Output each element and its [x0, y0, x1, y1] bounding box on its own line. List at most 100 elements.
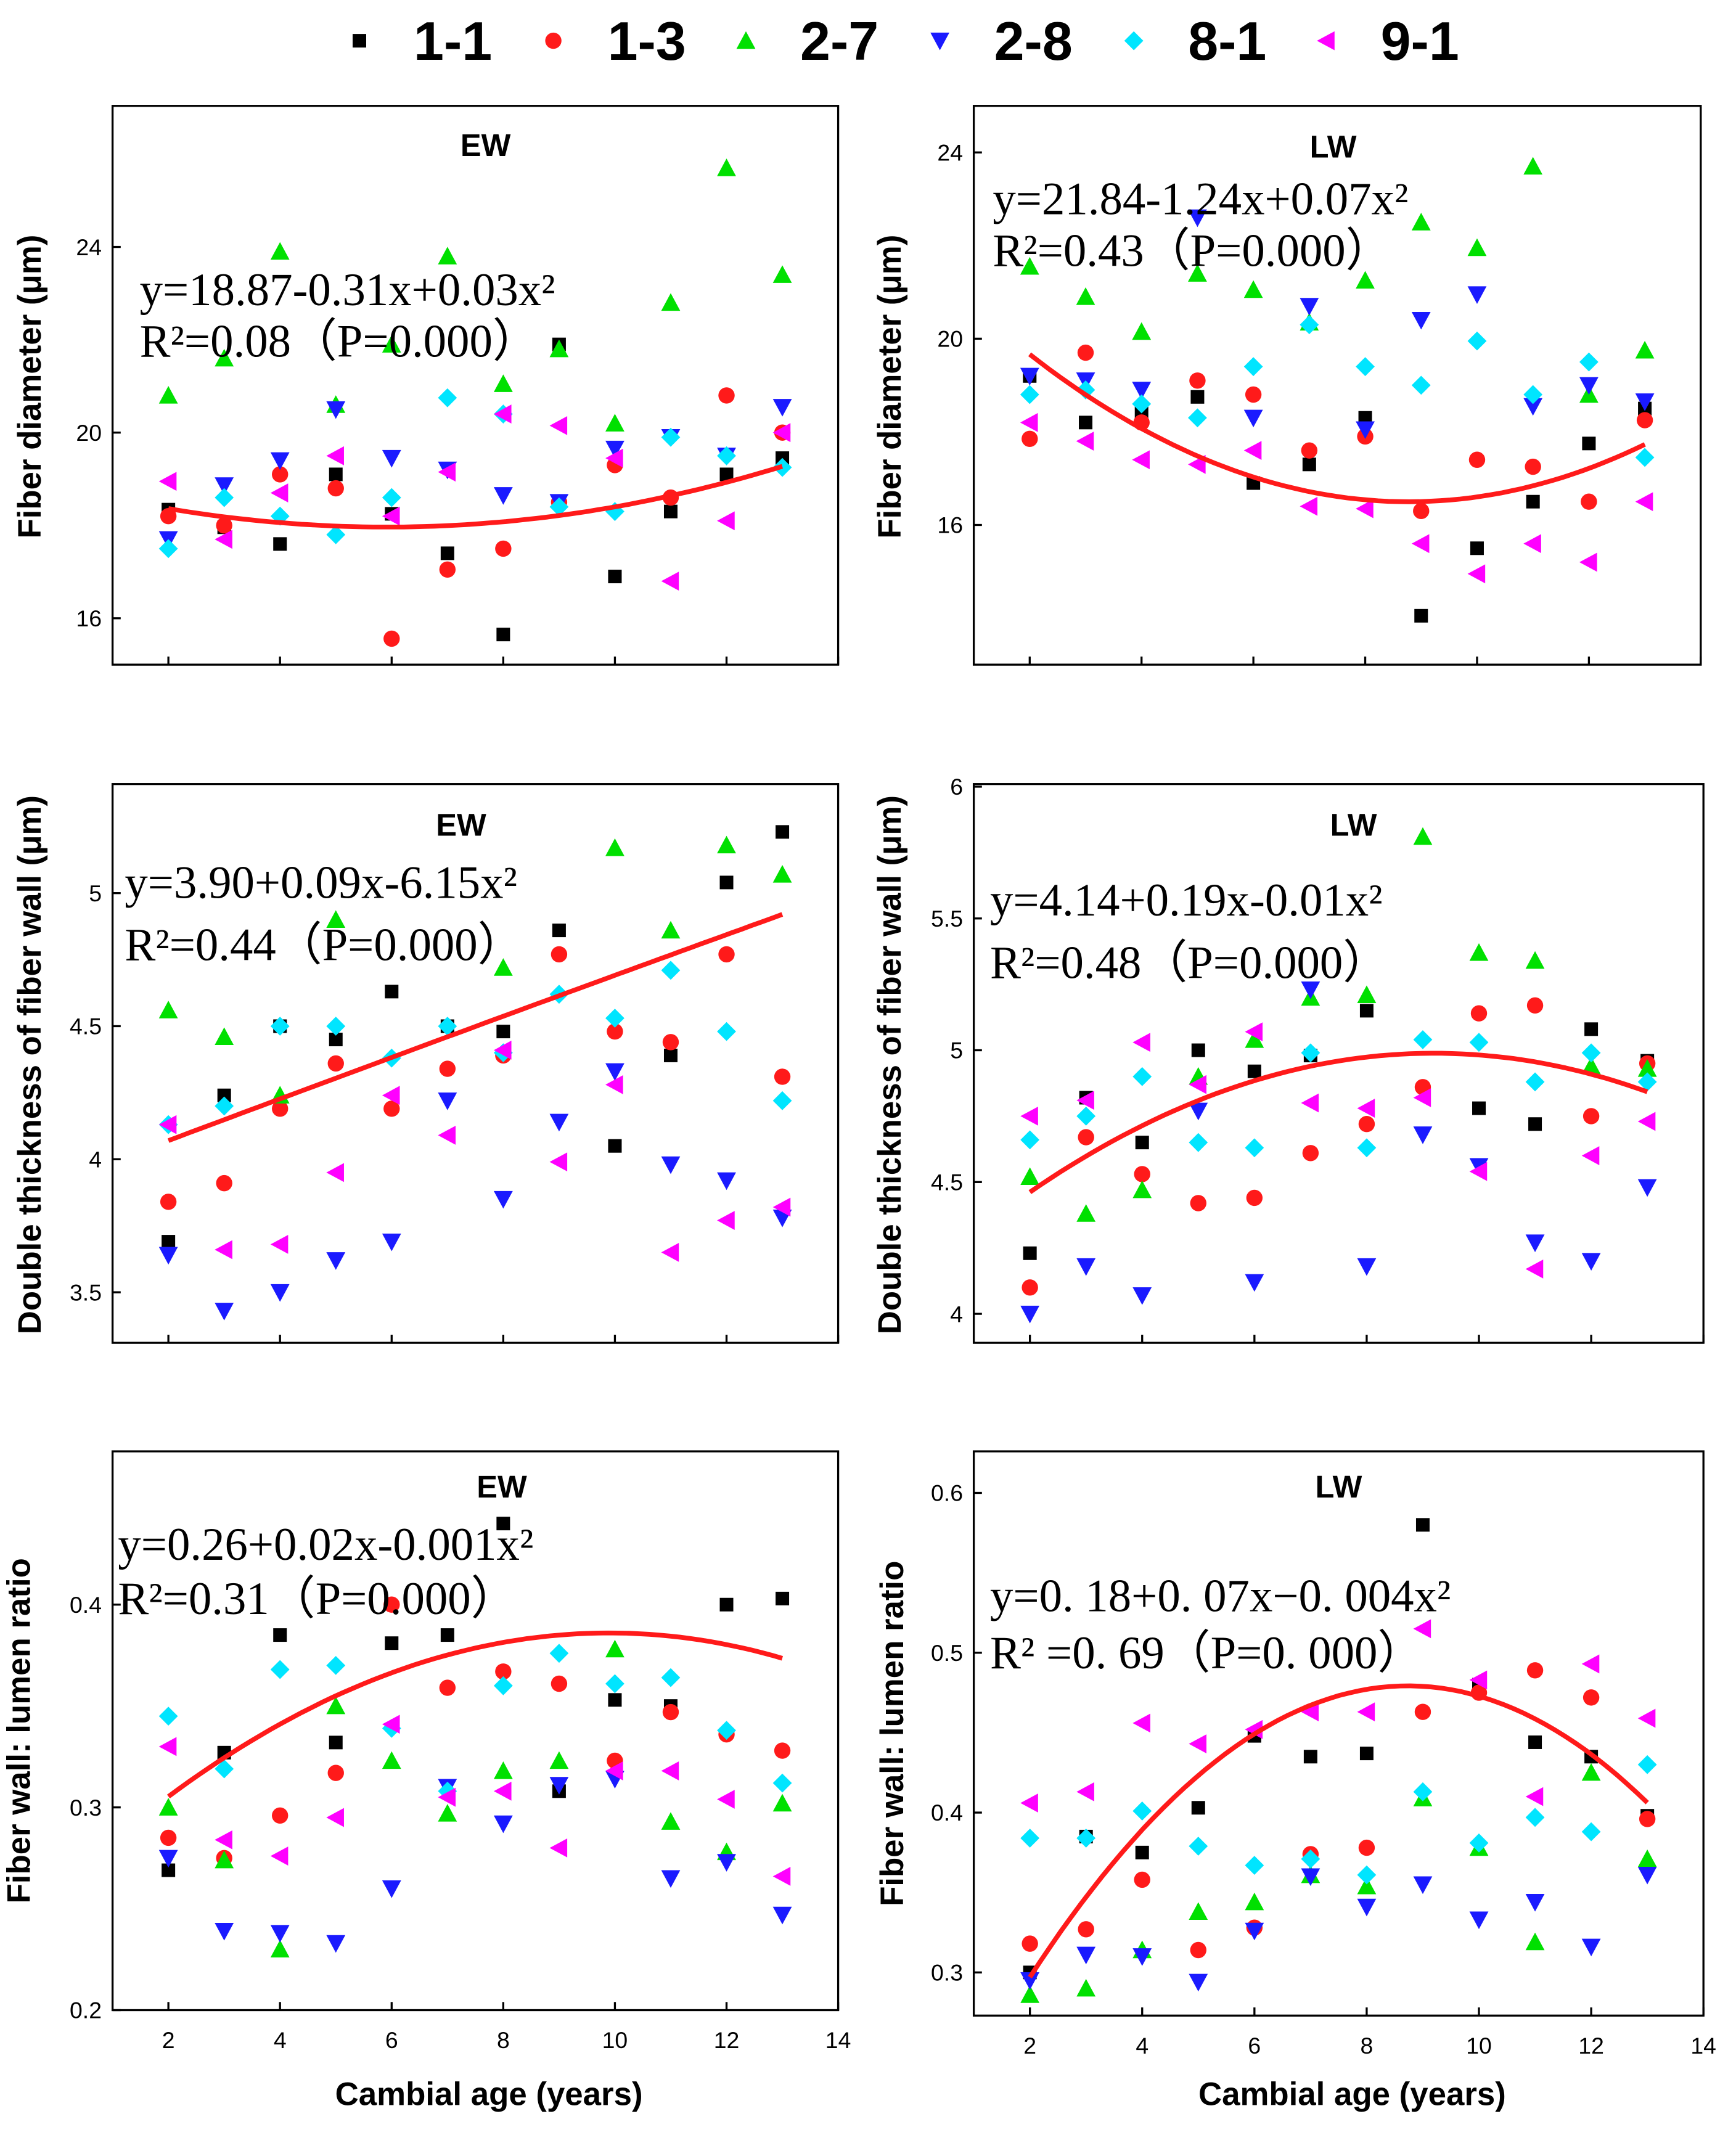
data-point [1076, 432, 1094, 451]
data-point [1413, 1876, 1433, 1895]
data-point [438, 1804, 457, 1822]
data-point [215, 1923, 234, 1941]
data-point [1132, 450, 1150, 470]
data-point [1525, 951, 1545, 969]
legend-marker-2-8 [930, 32, 949, 51]
data-point [549, 1644, 569, 1663]
data-point [1245, 386, 1262, 403]
data-point [549, 1751, 569, 1769]
data-point [1189, 1973, 1208, 1992]
fit-equation: y=3.90+0.09x-6.15x² [125, 858, 517, 909]
data-point [1635, 492, 1653, 512]
fit-r2: R²=0.48（P=0.000） [990, 937, 1389, 988]
data-point [1301, 1868, 1320, 1887]
data-point [1470, 1005, 1488, 1022]
data-point [1581, 1654, 1600, 1674]
data-point [438, 1126, 456, 1145]
y-tick-label: 6 [950, 774, 963, 800]
data-point [1191, 1801, 1205, 1815]
y-tick-label: 0.4 [931, 1800, 963, 1826]
data-point [327, 480, 344, 497]
data-point [1190, 1195, 1206, 1211]
plot-frame [111, 783, 840, 1344]
data-point [1076, 1782, 1094, 1801]
data-point [1132, 1713, 1150, 1733]
y-tick-label: 16 [76, 605, 102, 631]
data-point [1191, 1043, 1205, 1057]
data-point [1523, 157, 1543, 175]
data-point [717, 1854, 736, 1872]
data-point [326, 401, 346, 419]
data-point [329, 1735, 343, 1750]
data-point [549, 497, 569, 517]
legend-marker-8-1 [1124, 31, 1144, 51]
data-point [1076, 1204, 1096, 1222]
data-point [1020, 1305, 1040, 1324]
series-2-7 [1020, 827, 1657, 1222]
y-tick-label: 0.2 [70, 1998, 102, 2023]
data-point [1525, 1787, 1544, 1806]
data-point [326, 1935, 346, 1953]
fit-r2: R² =0. 69（P=0. 000） [990, 1628, 1423, 1679]
data-point [549, 1838, 568, 1858]
data-point [1020, 1107, 1038, 1126]
data-point [158, 1707, 178, 1726]
data-point [605, 414, 624, 432]
y-tick-label: 0.3 [931, 1959, 963, 1985]
data-point [1076, 1978, 1096, 1997]
y-axis-label: Fiber wall: lumen ratio [1, 1558, 37, 1903]
panel-6: 0.3 0.4 0.5 0.6 2 4 6 8 10 12 14 Fiber wall: lumen … [874, 1450, 1716, 2113]
data-point [273, 1628, 287, 1642]
data-point [270, 452, 290, 470]
data-point [1243, 409, 1263, 428]
data-point [216, 1174, 232, 1192]
data-point [496, 1517, 510, 1531]
data-point [1581, 1043, 1601, 1063]
data-point [1357, 985, 1377, 1003]
data-point [1581, 1253, 1601, 1271]
data-point [382, 506, 400, 526]
series-9-1 [158, 1715, 791, 1886]
x-tick-label: 2 [162, 2027, 175, 2053]
data-point [495, 540, 512, 557]
data-point [1526, 1662, 1544, 1679]
data-point [326, 1696, 346, 1715]
data-point [439, 561, 456, 578]
data-point [717, 511, 735, 531]
data-point [1467, 238, 1487, 256]
data-point [662, 1703, 679, 1721]
y-tick-label: 5.5 [931, 906, 963, 932]
fit-r2: R²=0.44（P=0.000） [125, 920, 523, 971]
legend-label: 2-7 [800, 10, 878, 72]
series-9-1 [1020, 412, 1653, 584]
data-point [1132, 1948, 1152, 1966]
data-point [1414, 609, 1428, 623]
data-point [270, 483, 289, 502]
data-point [661, 961, 681, 980]
data-point [718, 946, 735, 963]
series-2-8 [158, 1063, 792, 1321]
data-point [1637, 1849, 1657, 1867]
data-point [385, 1636, 399, 1650]
data-point [438, 1017, 457, 1036]
data-point [162, 1863, 176, 1877]
data-point [382, 1715, 400, 1734]
data-point [493, 958, 513, 976]
data-point [1300, 496, 1318, 516]
data-point [1301, 1849, 1320, 1869]
data-point [1357, 1258, 1377, 1276]
data-point [326, 1017, 346, 1036]
data-point [1020, 1985, 1040, 2003]
data-point [772, 1197, 791, 1217]
data-point [1301, 1093, 1319, 1113]
data-point [1469, 1670, 1488, 1690]
data-point [1022, 1935, 1038, 1952]
data-point [1525, 1234, 1545, 1253]
series-8-1 [1020, 1030, 1657, 1158]
data-point [605, 1075, 623, 1094]
data-point [717, 1172, 736, 1190]
data-point [1525, 1259, 1544, 1279]
data-point [326, 1655, 346, 1675]
data-point [1413, 1126, 1433, 1144]
